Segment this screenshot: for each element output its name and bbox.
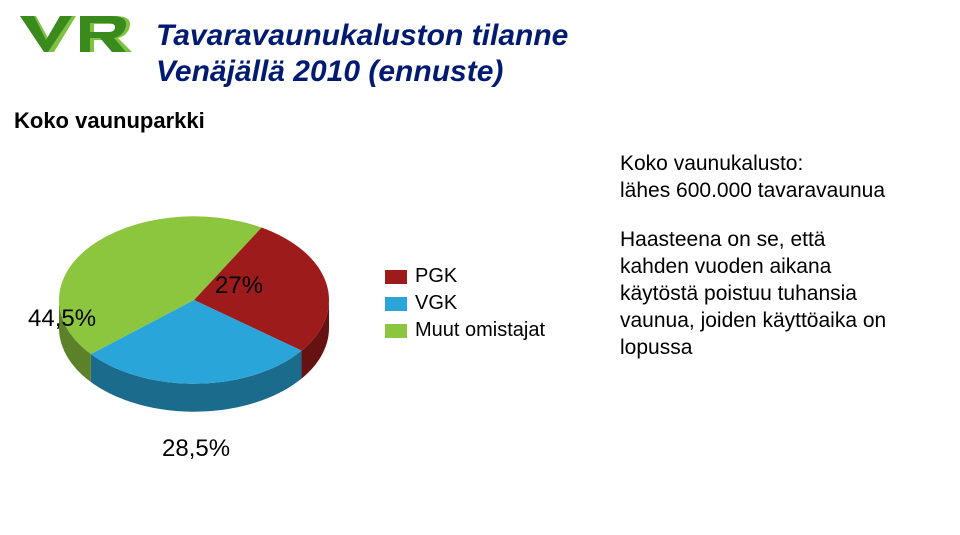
legend-label: Muut omistajat	[415, 319, 545, 342]
percent-label: 44,5%	[28, 305, 96, 333]
body-text: Koko vaunukalusto: lähes 600.000 tavarav…	[620, 150, 950, 361]
percent-label: 27%	[215, 272, 263, 300]
body-p2b: kahden vuoden aikana	[620, 253, 950, 280]
legend-item: Muut omistajat	[385, 319, 545, 342]
chart-legend: PGK VGK Muut omistajat	[385, 265, 545, 346]
legend-item: PGK	[385, 265, 545, 288]
body-p2a: Haasteena on se, että	[620, 226, 950, 253]
legend-item: VGK	[385, 292, 545, 315]
legend-swatch	[385, 270, 407, 284]
legend-label: VGK	[415, 292, 457, 315]
vr-logo	[14, 8, 144, 65]
body-p2e: lopussa	[620, 334, 950, 361]
body-p1a: Koko vaunukalusto:	[620, 150, 950, 177]
legend-swatch	[385, 297, 407, 311]
title-line-1: Tavaravaunukaluston tilanne	[156, 18, 568, 54]
slide-title: Tavaravaunukaluston tilanne Venäjällä 20…	[156, 18, 568, 90]
legend-label: PGK	[415, 265, 457, 288]
body-p2c: käytöstä poistuu tuhansia	[620, 280, 950, 307]
body-p2d: vaunua, joiden käyttöaika on	[620, 307, 950, 334]
body-p1b: lähes 600.000 tavaravaunua	[620, 177, 950, 204]
legend-swatch	[385, 324, 407, 338]
chart-subheading: Koko vaunuparkki	[14, 108, 205, 134]
title-line-2: Venäjällä 2010 (ennuste)	[156, 54, 568, 90]
percent-label: 28,5%	[162, 435, 230, 463]
